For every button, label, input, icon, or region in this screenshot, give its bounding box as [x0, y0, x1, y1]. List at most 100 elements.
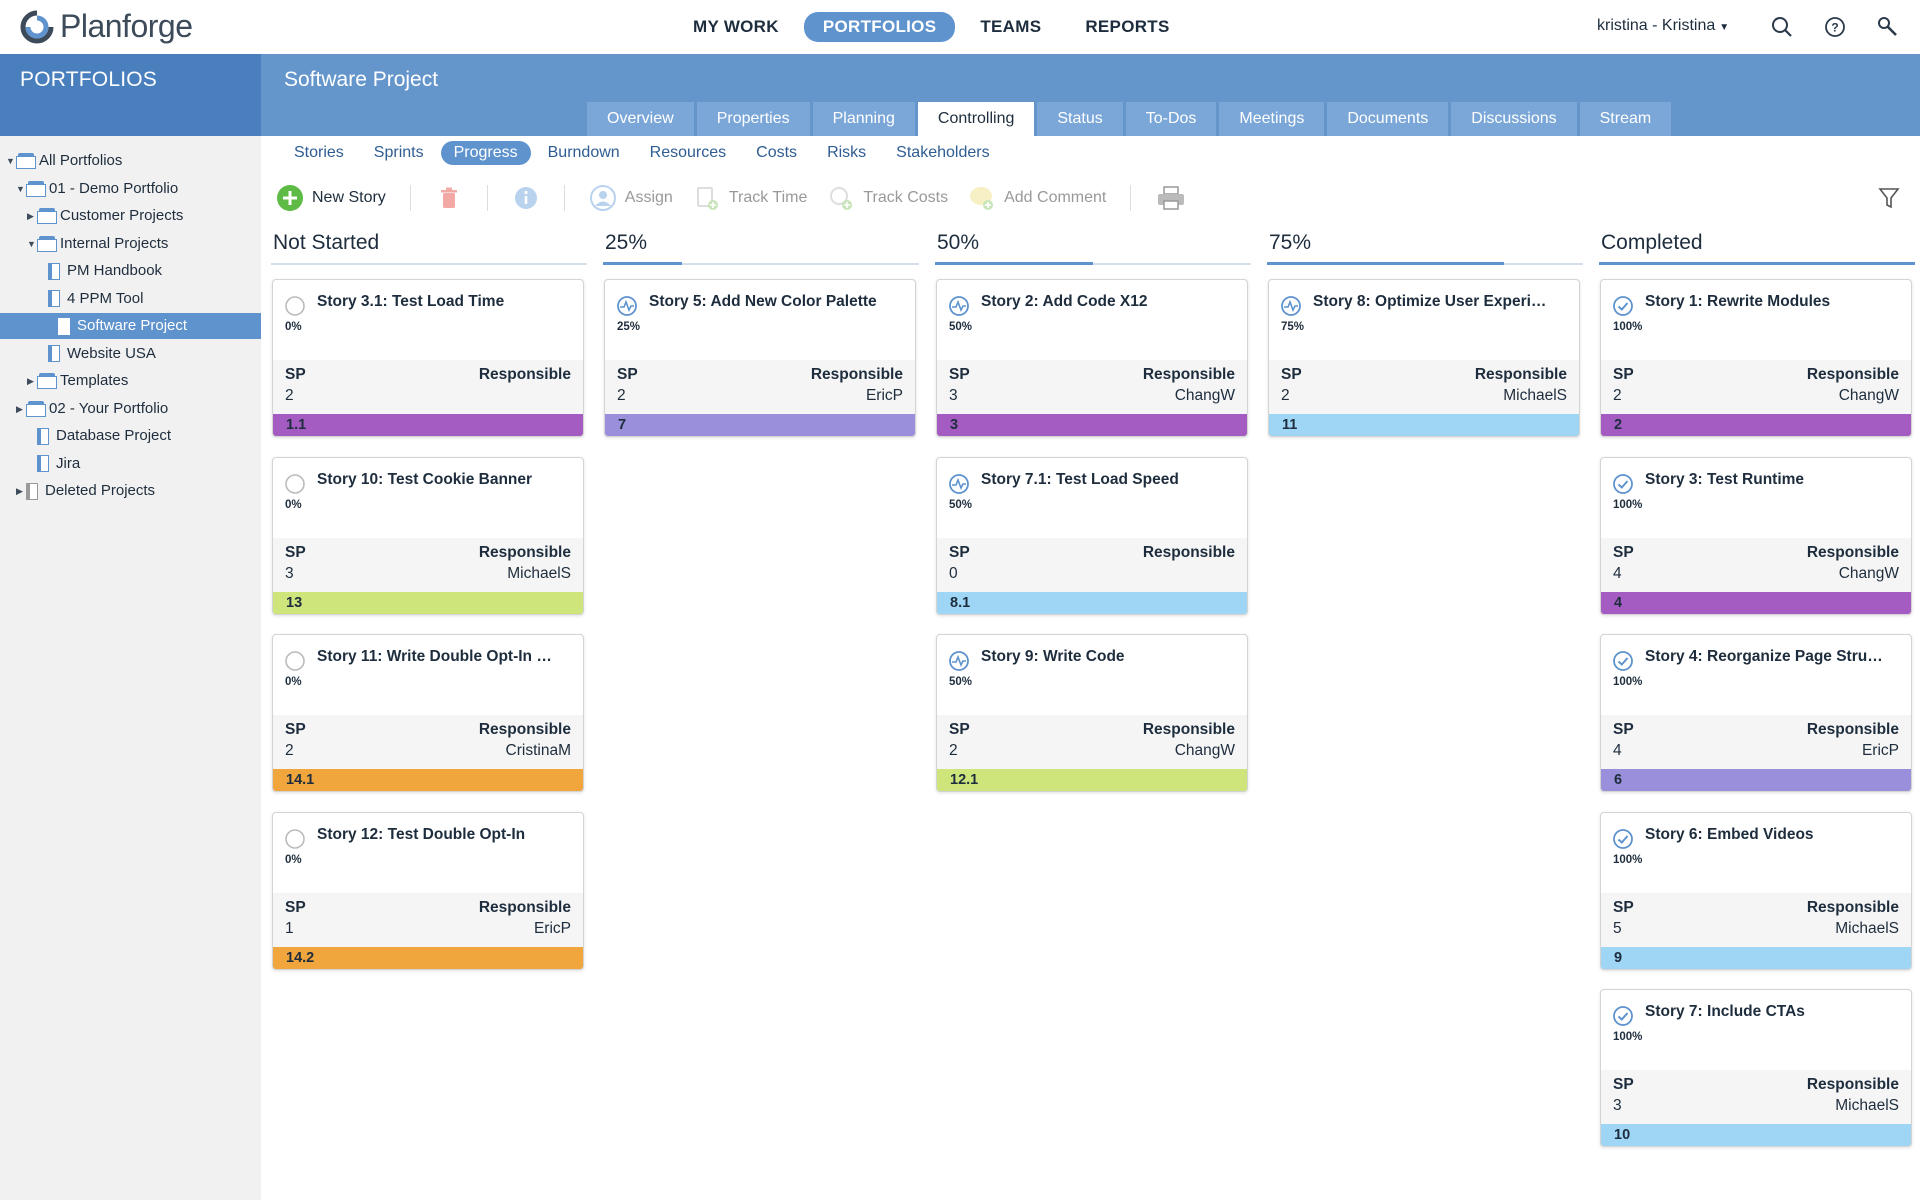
story-title[interactable]: Story 3: Test Runtime [1645, 470, 1805, 488]
story-title[interactable]: Story 10: Test Cookie Banner [317, 470, 533, 488]
nav-reports[interactable]: REPORTS [1085, 17, 1170, 36]
completed-icon[interactable] [1612, 828, 1634, 850]
nav-my-work[interactable]: MY WORK [693, 17, 779, 36]
help-icon[interactable]: ? [1823, 15, 1847, 39]
expand-arrow-icon[interactable]: ▼ [16, 183, 25, 194]
print-button[interactable] [1155, 184, 1195, 212]
completed-icon[interactable] [1612, 295, 1634, 317]
nav-portfolios[interactable]: PORTFOLIOS [803, 12, 956, 42]
expand-arrow-icon[interactable]: ▼ [6, 156, 15, 166]
subtab-risks[interactable]: Risks [827, 144, 867, 161]
subtab-stories[interactable]: Stories [294, 144, 344, 161]
completed-icon[interactable] [1612, 473, 1634, 495]
search-icon[interactable] [1770, 15, 1794, 39]
completed-icon[interactable] [1612, 650, 1634, 672]
in-progress-icon[interactable] [1280, 295, 1302, 317]
tab-controlling[interactable]: Controlling [917, 102, 1035, 136]
in-progress-icon[interactable] [948, 473, 970, 495]
story-percent: 100% [1613, 676, 1643, 688]
in-progress-icon[interactable] [616, 295, 638, 317]
user-menu[interactable]: kristina - Kristina ▼ [1597, 17, 1729, 35]
subtab-burndown[interactable]: Burndown [547, 144, 620, 161]
tree-item-01-demo-portfolio[interactable]: ▼ 01 - Demo Portfolio [16, 176, 178, 202]
story-title[interactable]: Story 4: Reorganize Page Stru… [1645, 648, 1883, 665]
story-card[interactable]: Story 6: Embed Videos 100% SP 5 Responsible M… [1600, 811, 1912, 970]
story-title[interactable]: Story 7.1: Test Load Speed [981, 470, 1179, 488]
tree-item-pm-handbook[interactable]: PM Handbook [38, 258, 162, 284]
story-card[interactable]: Story 7: Include CTAs 100% SP 3 Responsible M… [1600, 989, 1912, 1147]
not-started-icon[interactable] [284, 650, 306, 672]
track-costs-button[interactable]: Track Costs [827, 184, 948, 212]
in-progress-icon[interactable] [948, 295, 970, 317]
tree-item-customer-projects[interactable]: ▶ Customer Projects [27, 203, 183, 229]
subtab-costs[interactable]: Costs [756, 144, 798, 161]
tree-item-website-usa[interactable]: Website USA [38, 341, 156, 367]
story-title[interactable]: Story 11: Write Double Opt-In … [317, 648, 552, 665]
expand-arrow-icon[interactable]: ▶ [16, 486, 23, 496]
story-card[interactable]: Story 3: Test Runtime 100% SP 4 Responsible C… [1600, 456, 1912, 615]
track-time-button[interactable]: Track Time [693, 184, 807, 212]
add-comment-button[interactable]: Add Comment [968, 184, 1106, 212]
tab-properties[interactable]: Properties [696, 102, 810, 136]
subtab-stakeholders[interactable]: Stakeholders [896, 144, 990, 161]
story-title[interactable]: Story 9: Write Code [981, 648, 1125, 665]
story-card[interactable]: Story 2: Add Code X12 50% SP 3 Responsible Ch… [936, 279, 1248, 437]
tab-planning[interactable]: Planning [812, 102, 915, 136]
tab-documents[interactable]: Documents [1327, 102, 1449, 136]
story-title[interactable]: Story 5: Add New Color Palette [649, 293, 877, 310]
story-title[interactable]: Story 2: Add Code X12 [981, 293, 1148, 310]
tree-item-database-project[interactable]: Database Project [27, 423, 171, 449]
expand-arrow-icon[interactable]: ▶ [16, 403, 23, 414]
app-logo[interactable]: Planforge [20, 8, 193, 45]
tab-to-dos[interactable]: To-Dos [1125, 102, 1217, 136]
subtab-sprints[interactable]: Sprints [373, 144, 424, 161]
expand-arrow-icon[interactable]: ▶ [27, 376, 34, 386]
filter-icon[interactable] [1878, 186, 1900, 210]
tree-item-jira[interactable]: Jira [27, 451, 80, 477]
new-story-button[interactable]: New Story [276, 184, 386, 212]
tree-item-all-portfolios[interactable]: ▼ All Portfolios [6, 148, 122, 174]
story-title[interactable]: Story 8: Optimize User Experi… [1313, 293, 1547, 310]
tab-stream[interactable]: Stream [1579, 102, 1672, 136]
expand-arrow-icon[interactable]: ▶ [27, 211, 34, 221]
story-card[interactable]: Story 5: Add New Color Palette 25% SP 2 Resp… [604, 279, 916, 437]
story-card[interactable]: Story 3.1: Test Load Time 0% SP 2 Responsibl… [272, 279, 584, 437]
story-title[interactable]: Story 6: Embed Videos [1645, 825, 1814, 843]
tree-item-02-your-portfolio[interactable]: ▶ 02 - Your Portfolio [16, 396, 168, 422]
story-card[interactable]: Story 7.1: Test Load Speed 50% SP 0 Responsi… [936, 456, 1248, 615]
completed-icon[interactable] [1612, 1005, 1634, 1027]
story-card[interactable]: Story 8: Optimize User Experi… 75% SP 2 Resp… [1268, 279, 1580, 437]
tree-item-templates[interactable]: ▶ Templates [27, 368, 128, 394]
story-title[interactable]: Story 12: Test Double Opt-In [317, 825, 526, 843]
nav-teams[interactable]: TEAMS [980, 17, 1042, 36]
in-progress-icon[interactable] [948, 650, 970, 672]
not-started-icon[interactable] [284, 473, 306, 495]
tools-icon[interactable] [1876, 15, 1900, 39]
story-card[interactable]: Story 9: Write Code 50% SP 2 Responsible Chan… [936, 634, 1248, 792]
story-title[interactable]: Story 7: Include CTAs [1645, 1003, 1805, 1020]
story-card[interactable]: Story 1: Rewrite Modules 100% SP 2 Responsib… [1600, 279, 1912, 437]
story-card[interactable]: Story 12: Test Double Opt-In 0% SP 1 Respons… [272, 811, 584, 970]
delete-button[interactable] [435, 184, 463, 212]
story-title[interactable]: Story 1: Rewrite Modules [1645, 293, 1831, 310]
not-started-icon[interactable] [284, 295, 306, 317]
tab-status[interactable]: Status [1037, 102, 1123, 136]
assign-button[interactable]: Assign [589, 184, 673, 212]
story-card[interactable]: Story 10: Test Cookie Banner 0% SP 3 Respons… [272, 456, 584, 615]
expand-arrow-icon[interactable]: ▼ [27, 238, 36, 249]
subtab-resources[interactable]: Resources [649, 144, 727, 161]
info-button[interactable] [512, 184, 540, 212]
tab-meetings[interactable]: Meetings [1219, 102, 1325, 136]
not-started-icon[interactable] [284, 828, 306, 850]
tab-discussions[interactable]: Discussions [1451, 102, 1577, 136]
subtab-progress[interactable]: Progress [440, 141, 531, 165]
story-card[interactable]: Story 11: Write Double Opt-In … 0% SP 2 Resp… [272, 634, 584, 792]
story-meta: SP 5 Responsible MichaelS [1601, 892, 1911, 947]
tree-item-4-ppm-tool[interactable]: 4 PPM Tool [38, 286, 143, 312]
tab-overview[interactable]: Overview [587, 102, 694, 136]
tree-item-software-project[interactable]: Software Project [0, 313, 261, 339]
story-card[interactable]: Story 4: Reorganize Page Stru… 100% SP 4 Res… [1600, 634, 1912, 792]
tree-item-deleted-projects[interactable]: ▶ Deleted Projects [16, 478, 155, 504]
tree-item-internal-projects[interactable]: ▼ Internal Projects [27, 231, 168, 257]
story-title[interactable]: Story 3.1: Test Load Time [317, 293, 505, 310]
